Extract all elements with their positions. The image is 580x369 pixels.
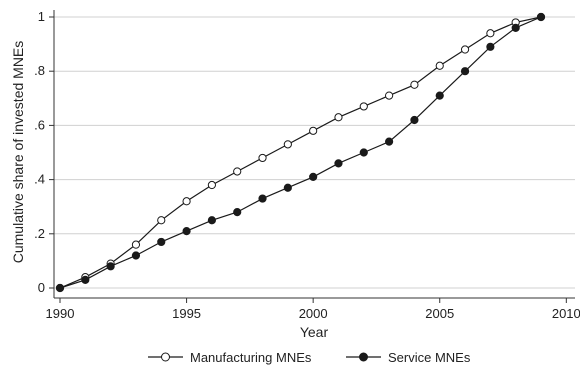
manufacturing-mnes-point	[309, 126, 318, 135]
manufacturing-mnes-point	[410, 80, 419, 89]
manufacturing-mnes-point	[359, 102, 368, 111]
service-mnes-point	[157, 237, 166, 247]
legend-marker-manufacturing-mnes	[161, 352, 170, 362]
service-mnes-point	[106, 262, 115, 271]
service-mnes-point	[410, 115, 419, 125]
manufacturing-mnes-point	[233, 167, 242, 176]
legend-label-manufacturing-mnes: Manufacturing MNEs	[190, 350, 312, 365]
y-tick-label: 1	[38, 9, 45, 24]
service-mnes-line	[59, 16, 542, 289]
manufacturing-mnes-point	[435, 61, 444, 70]
x-axis-title: Year	[300, 324, 329, 340]
service-mnes-point	[334, 159, 343, 168]
service-mnes-point	[131, 251, 141, 260]
y-tick-label: .2	[34, 226, 45, 241]
y-axis-ticks: 0 .2 .4 .6 .8 1	[34, 9, 54, 295]
service-mnes-point	[536, 12, 546, 22]
manufacturing-mnes-point	[334, 113, 343, 122]
service-mnes-point	[309, 172, 318, 181]
manufacturing-mnes-point	[131, 240, 141, 249]
service-mnes-point	[283, 183, 292, 192]
legend: Manufacturing MNEs Service MNEs	[148, 350, 471, 365]
manufacturing-mnes-point	[157, 216, 166, 225]
manufacturing-mnes-point	[207, 180, 216, 190]
axes	[53, 10, 575, 299]
manufacturing-mnes-point	[486, 29, 495, 38]
manufacturing-mnes-point	[283, 140, 292, 149]
y-axis-title: Cumulative share of invested MNEs	[10, 41, 26, 264]
x-tick-label: 2000	[299, 306, 328, 321]
service-mnes-point	[435, 91, 444, 100]
legend-marker-service-mnes	[359, 352, 368, 362]
manufacturing-mnes-point	[460, 45, 470, 54]
service-mnes-point	[258, 194, 267, 203]
manufacturing-mnes-point	[258, 153, 267, 163]
service-mnes-point	[385, 137, 394, 146]
y-tick-label: .6	[34, 117, 45, 132]
manufacturing-mnes-line	[59, 16, 542, 289]
service-mnes-point	[233, 208, 242, 217]
service-mnes-point	[511, 23, 520, 32]
series-group	[55, 12, 546, 293]
y-tick-label: 0	[38, 280, 45, 295]
x-tick-label: 1990	[46, 306, 75, 321]
x-tick-label: 2010	[552, 306, 580, 321]
x-tick-label: 1995	[172, 306, 201, 321]
service-mnes-point	[207, 216, 216, 225]
service-mnes-point	[55, 283, 65, 293]
x-tick-label: 2005	[425, 306, 454, 321]
y-tick-label: .4	[34, 172, 45, 187]
service-mnes-point	[182, 226, 191, 236]
service-mnes-point	[359, 148, 368, 157]
service-mnes-point	[460, 67, 470, 76]
x-axis-ticks: 1990 1995 2000 2005 2010	[46, 298, 580, 321]
manufacturing-mnes-point	[385, 91, 394, 100]
manufacturing-mnes-point	[182, 197, 191, 206]
service-mnes-point	[81, 275, 90, 284]
legend-label-service-mnes: Service MNEs	[388, 350, 471, 365]
y-tick-label: .8	[34, 63, 45, 78]
service-mnes-point	[486, 42, 495, 51]
